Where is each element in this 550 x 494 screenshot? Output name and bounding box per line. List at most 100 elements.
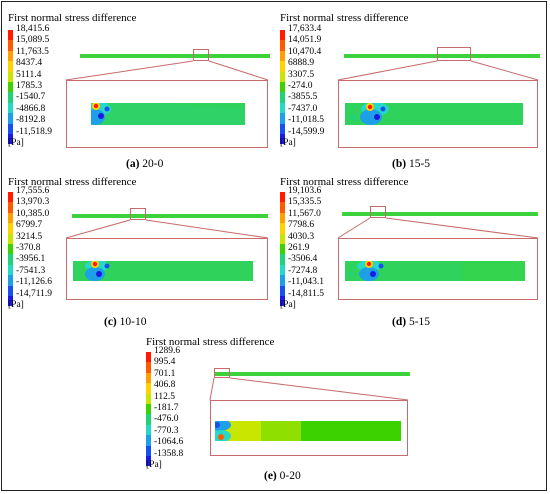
colorbar-ticks: 17,633.4 14,051.9 10,470.4 6888.9 3307.5 -274… bbox=[288, 24, 324, 138]
colorbar-tick-label: -3956.1 bbox=[16, 254, 46, 265]
colorbar-tick-label: -181.7 bbox=[154, 402, 179, 413]
colorbar-tick-label: 15,089.5 bbox=[16, 35, 50, 46]
colorbar-tick-label: -11,018.5 bbox=[288, 115, 325, 126]
colorbar-tick-label: 19,103.6 bbox=[288, 186, 322, 196]
panel-e: First normal stress difference 1289.6 995… bbox=[146, 336, 416, 488]
colorbar-segment bbox=[280, 285, 285, 296]
colorbar-segment bbox=[280, 92, 285, 103]
colorbar-segment bbox=[8, 192, 13, 203]
unit-label: [Pa] bbox=[280, 300, 296, 310]
colorbar-segment bbox=[8, 92, 13, 103]
zoom-region-marker bbox=[193, 49, 209, 61]
colorbar-tick-label: 10,470.4 bbox=[288, 46, 322, 57]
colorbar-tick-label: 11,567.0 bbox=[288, 208, 321, 219]
colorbar-segment bbox=[8, 233, 13, 244]
colorbar-tick-label: 18,415.6 bbox=[16, 24, 50, 34]
colorbar-segment bbox=[8, 102, 13, 114]
colorbar-segment bbox=[280, 61, 285, 72]
zoomed-stress-field bbox=[73, 261, 253, 281]
colorbar-segment bbox=[280, 295, 285, 307]
panel-title: First normal stress difference bbox=[280, 176, 409, 188]
unit-label: [Pa] bbox=[146, 460, 162, 470]
panel-title: First normal stress difference bbox=[146, 336, 275, 348]
colorbar-tick-label: -770.3 bbox=[154, 425, 179, 436]
colorbar-segment bbox=[146, 383, 151, 394]
colorbar-segment bbox=[8, 40, 13, 51]
colorbar-tick-label: 406.8 bbox=[154, 380, 176, 391]
colorbar-segment bbox=[8, 202, 13, 213]
zoom-box bbox=[210, 400, 408, 456]
zoom-leader-lines bbox=[65, 60, 269, 81]
zoom-region-marker bbox=[214, 368, 230, 378]
panel-a: First normal stress difference 18,415.6 1… bbox=[8, 12, 276, 174]
colorbar-segment bbox=[146, 445, 151, 456]
colorbar-segment bbox=[280, 192, 285, 203]
panel-title: First normal stress difference bbox=[8, 12, 137, 24]
colorbar-tick-label: 112.5 bbox=[154, 391, 176, 402]
colorbar-segment bbox=[8, 295, 13, 307]
colorbar-tick-label: -14,811.5 bbox=[288, 288, 325, 299]
colorbar-tick-label: 6799.7 bbox=[16, 220, 43, 231]
colorbar-segment bbox=[146, 393, 151, 404]
colorbar-segment bbox=[8, 30, 13, 41]
zoom-leader-lines bbox=[337, 217, 539, 239]
colorbar-tick-label: -1358.8 bbox=[154, 448, 184, 459]
colorbar-segment bbox=[280, 30, 285, 41]
panel-caption: (b) 15-5 bbox=[392, 158, 431, 170]
colorbar-ticks: 17,555.6 13,970.3 10,385.0 6799.7 3214.5 -370… bbox=[16, 186, 52, 300]
colorbar-segment bbox=[146, 362, 151, 373]
colorbar-segment bbox=[146, 424, 151, 436]
zoom-box bbox=[66, 238, 268, 300]
colorbar-tick-label: 10,385.0 bbox=[16, 208, 50, 219]
colorbar-tick-label: 15,335.5 bbox=[288, 197, 322, 208]
colorbar-segment bbox=[8, 254, 13, 265]
colorbar-tick-label: -274.0 bbox=[288, 80, 313, 91]
colorbar-segment bbox=[8, 212, 13, 224]
colorbar-tick-label: 6888.9 bbox=[288, 58, 315, 69]
colorbar bbox=[280, 30, 285, 145]
zoom-leader-lines bbox=[65, 219, 269, 239]
colorbar-segment bbox=[8, 133, 13, 145]
colorbar-segment bbox=[280, 264, 285, 276]
colorbar-segment bbox=[280, 233, 285, 244]
zoom-region-marker bbox=[370, 206, 386, 218]
stress-contour bbox=[345, 261, 525, 281]
colorbar-segment bbox=[280, 202, 285, 213]
colorbar-segment bbox=[146, 352, 151, 363]
colorbar-segment bbox=[280, 40, 285, 51]
colorbar-segment bbox=[280, 223, 285, 234]
panel-c: First normal stress difference 17,555.6 1… bbox=[8, 176, 276, 336]
colorbar-segment bbox=[146, 414, 151, 425]
panel-caption: (d) 5-15 bbox=[392, 316, 431, 328]
unit-label: [Pa] bbox=[8, 138, 24, 148]
panel-caption: (a) 20-0 bbox=[126, 158, 164, 170]
flow-channel-strip bbox=[214, 372, 410, 376]
zoom-box bbox=[338, 80, 538, 148]
colorbar-tick-label: -476.0 bbox=[154, 414, 179, 425]
colorbar-tick-label: 14,051.9 bbox=[288, 35, 322, 46]
colorbar-tick-label: -8192.8 bbox=[16, 115, 46, 126]
stress-contour bbox=[91, 103, 245, 125]
colorbar-segment bbox=[280, 50, 285, 62]
panel-caption: (e) 0-20 bbox=[264, 470, 301, 482]
colorbar-segment bbox=[280, 243, 285, 255]
colorbar-tick-label: -11,518.9 bbox=[16, 126, 53, 137]
stress-contour bbox=[215, 421, 401, 441]
colorbar-segment bbox=[8, 50, 13, 62]
colorbar bbox=[280, 192, 285, 307]
colorbar-tick-label: 995.4 bbox=[154, 357, 176, 368]
panel-title: First normal stress difference bbox=[280, 12, 409, 24]
colorbar-tick-label: -1064.6 bbox=[154, 437, 184, 448]
unit-label: [Pa] bbox=[8, 300, 24, 310]
colorbar-ticks: 1289.6 995.4 701.1 406.8 112.5 -181.7 -476.0 -7… bbox=[154, 346, 183, 460]
colorbar-tick-label: 13,970.3 bbox=[16, 197, 50, 208]
flow-channel-strip bbox=[80, 54, 270, 58]
colorbar-segment bbox=[146, 435, 151, 446]
colorbar-tick-label: 17,633.4 bbox=[288, 24, 322, 34]
zoom-leader-lines bbox=[337, 60, 539, 81]
colorbar-segment bbox=[280, 212, 285, 224]
colorbar-tick-label: -11,126.6 bbox=[16, 277, 53, 288]
zoom-region-marker bbox=[437, 47, 471, 61]
colorbar-tick-label: 3307.5 bbox=[288, 69, 315, 80]
